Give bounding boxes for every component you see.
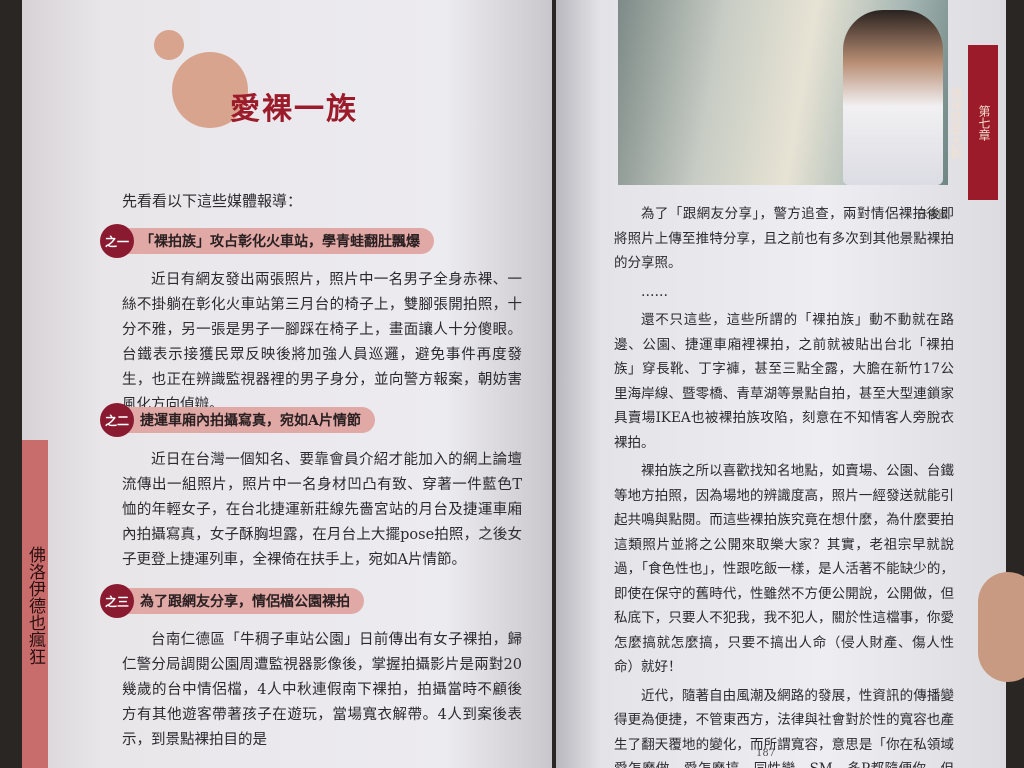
paragraph: 台南仁德區「牛稠子車站公園」日前傳出有女子裸拍，歸仁警分局調閱公園周遭監視器影像… <box>122 632 522 748</box>
decor-circle <box>154 30 184 60</box>
section-heading: 之二 捷運車廂內拍攝寫真，宛如A片情節 <box>100 403 375 437</box>
thumb <box>978 572 1024 682</box>
section-tag: 之二 <box>100 403 134 437</box>
page-number: 187 <box>756 748 776 759</box>
paragraph: 近日在台灣一個知名、要靠會員介紹才能加入的網上論壇流傳出一組照片，照片中一名身材… <box>122 452 522 568</box>
book-title: 佛洛伊德也瘋狂 <box>25 545 45 665</box>
photo <box>618 0 948 185</box>
photo-figure <box>843 10 943 185</box>
decor-circle <box>172 52 248 128</box>
section-tag: 之一 <box>100 224 134 258</box>
chapter-tab: 第七章 環球性愛大觀 <box>949 45 998 200</box>
photo-caption: 示意圖 <box>918 210 948 221</box>
intro: 先看看以下這些媒體報導： <box>122 192 303 210</box>
side-tab: 佛洛伊德也瘋狂 21世紀女人性愛大解 <box>22 440 48 768</box>
chapter-title: 愛裸一族 <box>230 92 358 127</box>
section-title: 「裸拍族」攻占彰化火車站，學青蛙翻肚飄爆 <box>126 228 434 254</box>
left-page: 愛裸一族 先看看以下這些媒體報導： 之一 「裸拍族」攻占彰化火車站，學青蛙翻肚飄… <box>22 0 552 768</box>
section-tag: 之三 <box>100 584 134 618</box>
body-text: 為了「跟網友分享」，警方追查，兩對情侶裸拍後即將照片上傳至推特分享，且之前也有多… <box>614 202 954 768</box>
section-heading: 之三 為了跟網友分享，情侶檔公園裸拍 <box>100 584 364 618</box>
chapter-name: 環球性愛大觀 <box>949 86 963 159</box>
section-title: 為了跟網友分享，情侶檔公園裸拍 <box>126 588 364 614</box>
section-heading: 之一 「裸拍族」攻占彰化火車站，學青蛙翻肚飄爆 <box>100 224 434 258</box>
paragraph: 裸拍族之所以喜歡找知名地點，如賣場、公園、台鐵等地方拍照，因為場地的辨識度高，照… <box>614 463 954 675</box>
paragraph: …… <box>641 283 668 300</box>
right-page: 第七章 環球性愛大觀 示意圖 為了「跟網友分享」，警方追查，兩對情侶裸拍後即將照… <box>556 0 1006 768</box>
paragraph: 還不只這些，這些所謂的「裸拍族」動不動就在路邊、公園、捷運車廂裡裸拍，之前就被貼… <box>614 312 954 451</box>
paragraph: 近日有網友發出兩張照片，照片中一名男子全身赤裸、一絲不掛躺在彰化火車站第三月台的… <box>122 272 522 413</box>
section-title: 捷運車廂內拍攝寫真，宛如A片情節 <box>126 407 375 433</box>
chapter-number: 第七章 <box>977 104 991 141</box>
paragraph: 近代，隨著自由風潮及網路的發展，性資訊的傳播變得更為便捷，不管東西方，法律與社會… <box>614 687 954 768</box>
paragraph: 為了「跟網友分享」，警方追查，兩對情侶裸拍後即將照片上傳至推特分享，且之前也有多… <box>614 206 954 271</box>
